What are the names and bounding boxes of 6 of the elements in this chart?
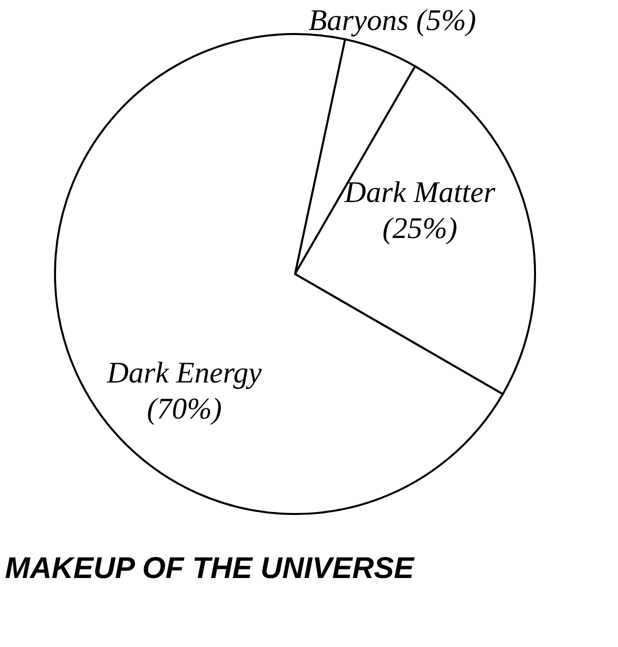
data-label: (25%): [382, 212, 458, 246]
slice-label: Dark Energy: [106, 356, 262, 390]
slice-label: Dark Matter: [343, 176, 496, 210]
text: MAKEUP OF THE UNIVERSE: [5, 552, 415, 585]
slice-label: Baryons (5%): [308, 4, 476, 37]
data-label: (70%): [146, 392, 222, 426]
